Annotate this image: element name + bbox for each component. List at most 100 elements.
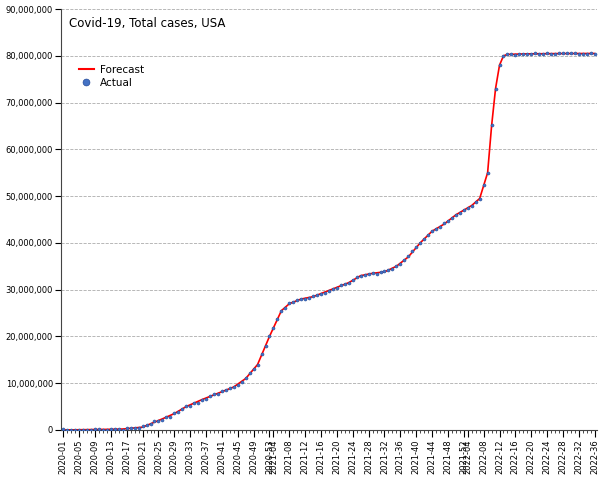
Point (114, 425, 123, 433)
Point (304, 294, 314, 301)
Point (189, 399, 199, 407)
Point (499, 52, 508, 60)
Point (284, 300, 294, 307)
Point (122, 424, 131, 432)
Point (300, 296, 310, 303)
Point (384, 266, 393, 274)
Point (229, 384, 238, 391)
Point (419, 235, 429, 242)
Point (424, 231, 433, 239)
Point (169, 409, 179, 417)
Point (348, 276, 358, 283)
Point (566, 49, 576, 57)
Point (281, 304, 290, 312)
Point (134, 425, 143, 432)
Point (364, 270, 373, 277)
Point (352, 273, 362, 281)
Point (193, 399, 203, 407)
Point (503, 50, 512, 58)
Point (59, 425, 68, 433)
Point (531, 49, 540, 57)
Point (467, 203, 477, 210)
Point (130, 424, 140, 432)
Point (233, 381, 243, 389)
Point (94, 425, 104, 433)
Point (534, 50, 544, 58)
Point (411, 243, 421, 251)
Point (273, 315, 283, 323)
Point (78, 426, 88, 433)
Point (391, 263, 401, 270)
Point (487, 121, 497, 129)
Point (106, 425, 116, 433)
Point (110, 426, 120, 433)
Point (554, 49, 564, 57)
Point (70, 426, 80, 433)
Point (257, 350, 266, 358)
Point (166, 413, 175, 420)
Point (506, 50, 516, 58)
Point (245, 369, 255, 376)
Point (316, 290, 326, 298)
Point (126, 424, 136, 432)
Point (241, 374, 250, 382)
Point (483, 169, 492, 177)
Point (376, 268, 385, 276)
Point (90, 425, 100, 433)
Point (276, 307, 286, 315)
Point (205, 392, 215, 399)
Point (526, 50, 536, 58)
Point (146, 420, 155, 428)
Point (261, 342, 270, 349)
Point (435, 223, 445, 230)
Point (292, 296, 302, 304)
Point (574, 50, 584, 58)
Point (523, 50, 532, 58)
Point (264, 333, 274, 340)
Point (67, 426, 76, 434)
Point (407, 248, 417, 255)
Point (558, 49, 568, 57)
Point (447, 214, 457, 222)
Point (209, 390, 219, 398)
Point (221, 386, 231, 394)
Point (570, 49, 580, 57)
Point (443, 216, 453, 224)
Point (439, 219, 449, 227)
Legend: Forecast, Actual: Forecast, Actual (74, 60, 148, 92)
Point (371, 270, 381, 278)
Point (356, 272, 365, 280)
Point (550, 50, 560, 58)
Point (427, 228, 437, 235)
Point (82, 426, 92, 433)
Point (578, 50, 587, 58)
Point (309, 292, 318, 300)
Point (86, 426, 96, 434)
Point (431, 226, 441, 233)
Point (185, 402, 195, 409)
Point (138, 422, 148, 430)
Point (102, 426, 112, 433)
Point (368, 270, 378, 277)
Point (296, 295, 306, 303)
Point (582, 50, 592, 58)
Point (562, 49, 572, 57)
Point (586, 49, 595, 57)
Point (237, 379, 247, 386)
Text: Covid-19, Total cases, USA: Covid-19, Total cases, USA (70, 17, 226, 30)
Point (162, 413, 171, 421)
Point (289, 299, 298, 306)
Point (174, 408, 183, 415)
Point (98, 426, 108, 434)
Point (182, 402, 191, 410)
Point (416, 239, 425, 246)
Point (269, 324, 278, 332)
Point (471, 198, 480, 205)
Point (324, 288, 334, 295)
Point (332, 284, 342, 292)
Point (142, 421, 151, 429)
Point (518, 50, 528, 58)
Point (514, 50, 524, 58)
Point (511, 51, 520, 59)
Point (213, 390, 223, 397)
